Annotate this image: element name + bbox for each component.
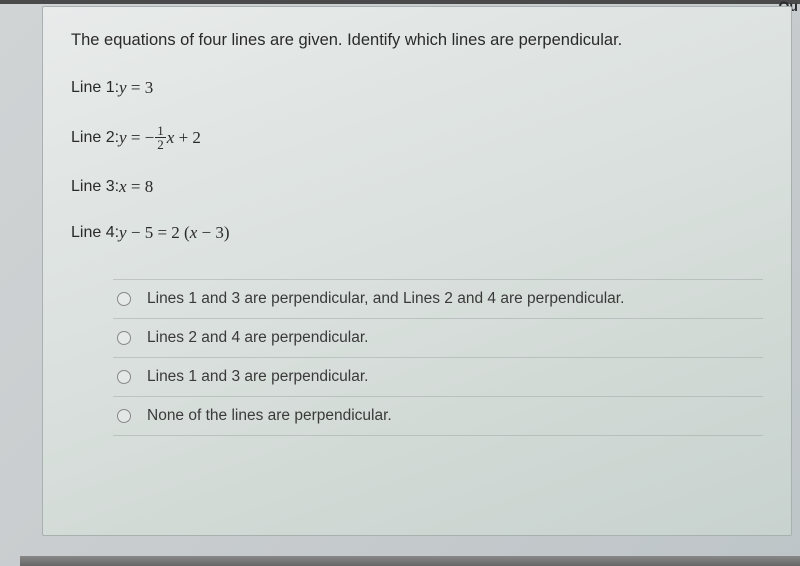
option-3[interactable]: Lines 1 and 3 are perpendicular.	[113, 357, 763, 396]
equals-sign: =	[127, 177, 145, 197]
equation-line-3: Line 3: x = 8	[71, 177, 763, 197]
option-2-label: Lines 2 and 4 are perpendicular.	[147, 329, 368, 347]
equation-line-2: Line 2: y = − 1 2 x + 2	[71, 124, 763, 151]
bottom-border-bar	[20, 556, 800, 566]
equals-sign: =	[127, 78, 145, 98]
open-paren: (	[180, 223, 190, 243]
close-paren: )	[224, 223, 230, 243]
radio-icon[interactable]	[117, 331, 131, 345]
line3-rhs: 8	[145, 177, 154, 197]
fraction-numerator: 1	[155, 124, 166, 138]
option-4-label: None of the lines are perpendicular.	[147, 407, 392, 425]
answer-options: Lines 1 and 3 are perpendicular, and Lin…	[113, 279, 763, 436]
equation-line-1: Line 1: y = 3	[71, 78, 763, 98]
line2-const: 2	[192, 128, 201, 148]
option-1[interactable]: Lines 1 and 3 are perpendicular, and Lin…	[113, 279, 763, 318]
fraction-denominator: 2	[155, 138, 166, 151]
line2-label: Line 2:	[71, 129, 119, 147]
line4-coef: 2	[171, 223, 180, 243]
radio-icon[interactable]	[117, 292, 131, 306]
line4-label: Line 4:	[71, 224, 119, 242]
option-1-label: Lines 1 and 3 are perpendicular, and Lin…	[147, 290, 624, 308]
line1-label: Line 1:	[71, 79, 119, 97]
line2-x: x	[167, 128, 175, 148]
line1-rhs: 3	[145, 78, 154, 98]
line3-lhs: x	[119, 177, 127, 197]
line2-lhs: y	[119, 128, 127, 148]
option-3-label: Lines 1 and 3 are perpendicular.	[147, 368, 368, 386]
line1-lhs: y	[119, 78, 127, 98]
equals-sign: = −	[127, 128, 155, 148]
top-border-bar	[0, 0, 800, 4]
radio-icon[interactable]	[117, 409, 131, 423]
plus-sign: +	[174, 128, 192, 148]
question-prompt: The equations of four lines are given. I…	[71, 31, 763, 50]
option-4[interactable]: None of the lines are perpendicular.	[113, 396, 763, 436]
equals-sign: =	[153, 223, 171, 243]
line3-label: Line 3:	[71, 178, 119, 196]
line4-lhs-const: 5	[145, 223, 154, 243]
question-panel: The equations of four lines are given. I…	[42, 6, 792, 536]
line4-x: x	[190, 223, 198, 243]
option-2[interactable]: Lines 2 and 4 are perpendicular.	[113, 318, 763, 357]
equation-line-4: Line 4: y − 5 = 2 ( x − 3 )	[71, 223, 763, 243]
minus-sign: −	[197, 223, 215, 243]
line4-y: y	[119, 223, 127, 243]
line2-fraction: 1 2	[155, 124, 166, 151]
minus-sign: −	[127, 223, 145, 243]
radio-icon[interactable]	[117, 370, 131, 384]
line4-rhs-const: 3	[215, 223, 224, 243]
